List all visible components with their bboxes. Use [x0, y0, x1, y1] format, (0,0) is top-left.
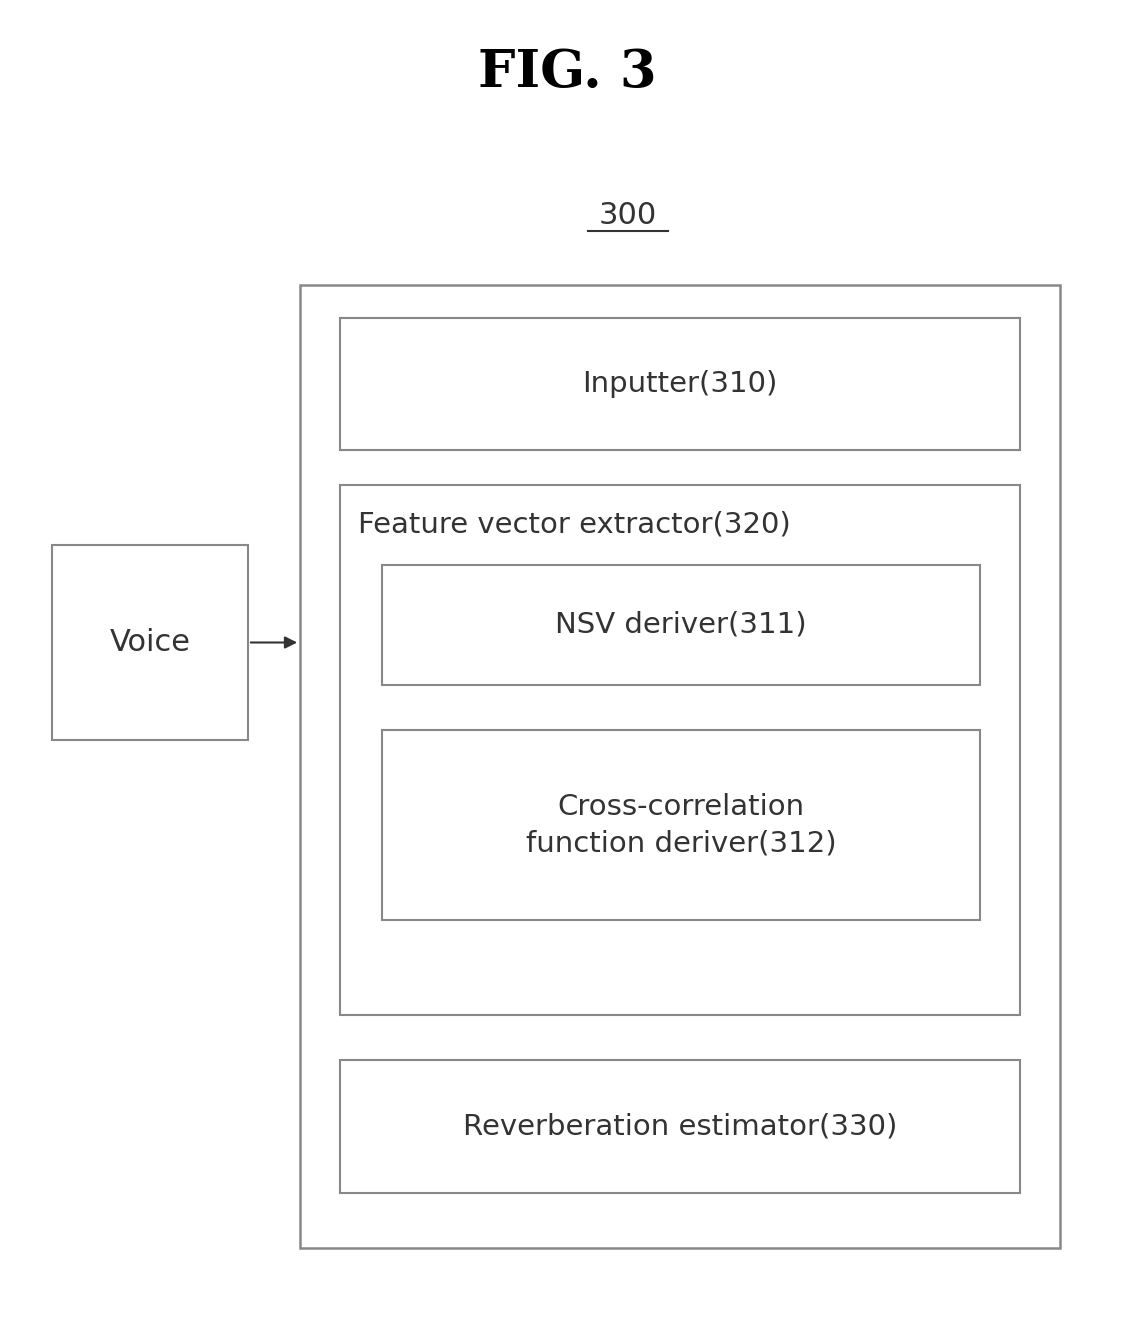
- Text: Cross-correlation
function deriver(312): Cross-correlation function deriver(312): [526, 793, 836, 857]
- Text: Reverberation estimator(330): Reverberation estimator(330): [463, 1112, 897, 1140]
- Bar: [340, 485, 1020, 1015]
- Text: FIG. 3: FIG. 3: [478, 46, 656, 98]
- Bar: [340, 318, 1020, 450]
- Text: NSV deriver(311): NSV deriver(311): [555, 612, 807, 639]
- Bar: [382, 565, 980, 686]
- Bar: [300, 285, 1060, 1248]
- Bar: [340, 1059, 1020, 1193]
- FancyArrowPatch shape: [251, 638, 295, 647]
- Text: 300: 300: [599, 201, 657, 230]
- Bar: [382, 731, 980, 919]
- Text: Inputter(310): Inputter(310): [582, 370, 777, 398]
- Bar: [52, 546, 249, 740]
- Text: Voice: Voice: [109, 627, 191, 657]
- Text: Feature vector extractor(320): Feature vector extractor(320): [358, 511, 791, 539]
